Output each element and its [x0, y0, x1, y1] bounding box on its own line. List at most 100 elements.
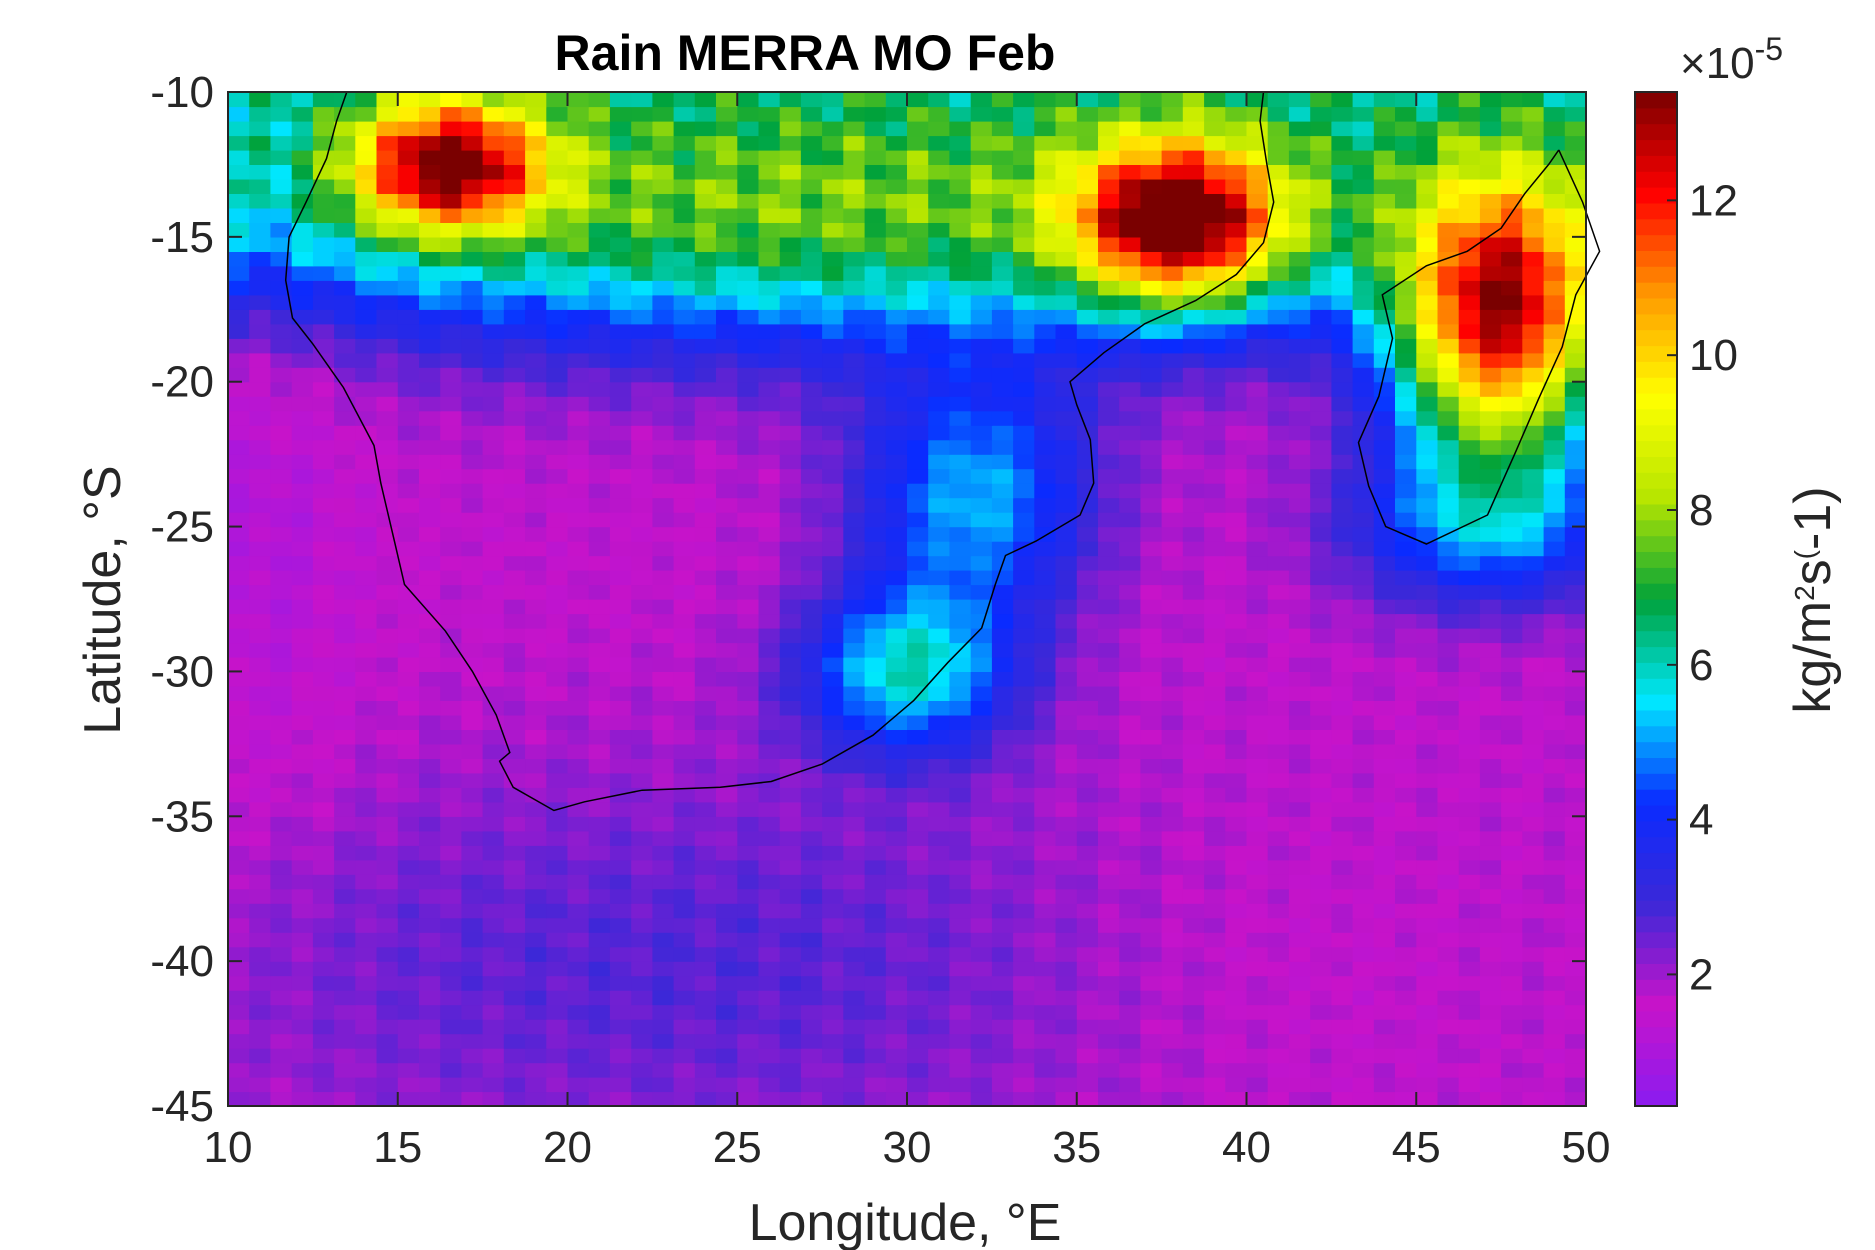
heatmap-cell — [291, 700, 314, 716]
heatmap-cell — [1267, 859, 1290, 875]
heatmap-cell — [1119, 121, 1141, 137]
heatmap-cell — [1564, 425, 1587, 441]
heatmap-cell — [673, 845, 696, 861]
heatmap-cell — [885, 758, 908, 774]
heatmap-cell — [864, 975, 887, 991]
heatmap-cell — [1416, 1004, 1439, 1020]
heatmap-cell — [1161, 338, 1184, 354]
heatmap-cell — [1140, 830, 1163, 846]
heatmap-cell — [503, 164, 526, 180]
heatmap-cell — [1310, 961, 1332, 977]
heatmap-cell — [334, 410, 356, 426]
heatmap-cell — [737, 121, 760, 137]
colorbar-swatch — [1635, 202, 1677, 220]
heatmap-cell — [249, 1091, 271, 1107]
heatmap-cell — [631, 280, 653, 296]
heatmap-cell — [1458, 381, 1481, 397]
heatmap-cell — [376, 584, 399, 600]
heatmap-cell — [1543, 367, 1566, 383]
heatmap-cell — [1564, 352, 1587, 368]
heatmap-cell — [1416, 541, 1439, 557]
heatmap-cell — [885, 497, 908, 513]
heatmap-cell — [1437, 207, 1460, 223]
heatmap-cell — [885, 1033, 908, 1049]
heatmap-cell — [588, 584, 611, 600]
heatmap-cell — [1416, 410, 1439, 426]
heatmap-cell — [546, 990, 569, 1006]
heatmap-cell — [1204, 207, 1226, 223]
heatmap-cell — [1182, 613, 1205, 629]
heatmap-cell — [609, 178, 632, 194]
heatmap-cell — [609, 251, 632, 267]
heatmap-cell — [1331, 874, 1354, 890]
heatmap-cell — [1267, 961, 1290, 977]
heatmap-cell — [1522, 845, 1545, 861]
heatmap-cell — [1225, 193, 1248, 209]
heatmap-cell — [1161, 599, 1184, 615]
heatmap-cell — [546, 92, 569, 108]
heatmap-cell — [673, 222, 696, 238]
heatmap-cell — [1288, 990, 1311, 1006]
heatmap-cell — [376, 656, 399, 672]
heatmap-cell — [949, 584, 972, 600]
heatmap-cell — [1267, 714, 1290, 730]
heatmap-cell — [1501, 961, 1523, 977]
colorbar-swatch — [1635, 567, 1677, 584]
heatmap-cell — [482, 932, 505, 948]
heatmap-cell — [970, 106, 993, 122]
heatmap-cell — [1564, 236, 1587, 252]
heatmap-cell — [779, 816, 802, 832]
heatmap-cell — [800, 932, 823, 948]
heatmap-cell — [907, 280, 929, 296]
heatmap-cell — [779, 961, 802, 977]
heatmap-cell — [1522, 613, 1545, 629]
heatmap-cell — [546, 251, 569, 267]
heatmap-cell — [1522, 1004, 1545, 1020]
heatmap-cell — [907, 149, 929, 165]
heatmap-cell — [546, 265, 569, 281]
heatmap-cell — [758, 541, 781, 557]
heatmap-cell — [716, 280, 738, 296]
heatmap-cell — [907, 338, 929, 354]
heatmap-cell — [1458, 671, 1481, 687]
heatmap-cell — [546, 830, 569, 846]
heatmap-cell — [588, 888, 611, 904]
heatmap-cell — [907, 845, 929, 861]
heatmap-cell — [525, 121, 547, 137]
heatmap-cell — [482, 599, 505, 615]
heatmap-cell — [1119, 352, 1141, 368]
heatmap-cell — [1076, 874, 1099, 890]
heatmap-cell — [1182, 439, 1205, 455]
heatmap-cell — [885, 178, 908, 194]
heatmap-cell — [334, 642, 356, 658]
heatmap-cell — [1140, 236, 1163, 252]
heatmap-cell — [694, 1062, 717, 1078]
heatmap-cell — [546, 280, 569, 296]
heatmap-cell — [609, 613, 632, 629]
heatmap-cell — [228, 497, 250, 513]
heatmap-cell — [1479, 1033, 1502, 1049]
heatmap-cell — [694, 859, 717, 875]
heatmap-cell — [800, 135, 823, 151]
heatmap-cell — [588, 135, 611, 151]
heatmap-cell — [970, 193, 993, 209]
heatmap-cell — [970, 845, 993, 861]
heatmap-cell — [1501, 106, 1523, 122]
heatmap-cell — [1140, 367, 1163, 383]
heatmap-cell — [928, 280, 950, 296]
heatmap-cell — [758, 294, 781, 310]
heatmap-cell — [228, 236, 250, 252]
heatmap-cell — [1458, 309, 1481, 325]
heatmap-cell — [1204, 874, 1226, 890]
heatmap-cell — [249, 1019, 271, 1035]
heatmap-cell — [1331, 816, 1354, 832]
heatmap-cell — [1437, 1004, 1460, 1020]
heatmap-cell — [716, 294, 738, 310]
heatmap-cell — [800, 729, 823, 745]
heatmap-cell — [864, 917, 887, 933]
heatmap-cell — [461, 584, 484, 600]
heatmap-cell — [482, 1048, 505, 1064]
heatmap-cell — [1458, 1091, 1481, 1107]
heatmap-cell — [1076, 961, 1099, 977]
heatmap-cell — [249, 700, 271, 716]
